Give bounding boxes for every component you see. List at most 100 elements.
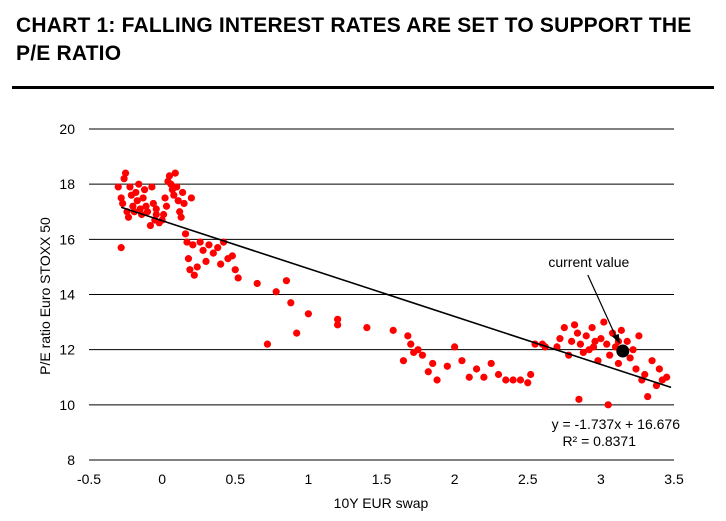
- data-point: [487, 359, 495, 368]
- data-point: [124, 213, 133, 221]
- data-point: [228, 252, 236, 260]
- data-point: [404, 332, 412, 340]
- data-point: [186, 266, 194, 274]
- data-point: [582, 332, 590, 340]
- data-point: [142, 202, 150, 210]
- data-point: [560, 324, 568, 332]
- data-point: [161, 194, 169, 202]
- data-point: [663, 373, 671, 381]
- data-point: [363, 324, 371, 332]
- data-point: [148, 183, 156, 191]
- data-point: [629, 346, 637, 354]
- x-axis-label: 10Y EUR swap: [334, 495, 429, 511]
- data-point: [129, 202, 137, 210]
- data-point: [133, 197, 141, 205]
- data-point: [644, 392, 652, 401]
- data-point: [494, 370, 503, 379]
- data-point: [389, 326, 397, 334]
- data-point: [429, 359, 437, 368]
- data-point: [177, 213, 185, 221]
- data-point: [180, 199, 188, 208]
- data-point: [641, 370, 649, 379]
- x-tick-label: 2.5: [518, 471, 538, 487]
- annotation-group: current value: [548, 254, 629, 358]
- data-point: [117, 194, 125, 202]
- trend-equation: y = -1.737x + 16.676: [552, 416, 681, 432]
- data-point: [253, 279, 261, 288]
- data-point: [509, 376, 517, 384]
- data-point: [146, 221, 155, 230]
- x-tick-label: 3: [597, 471, 605, 487]
- data-point: [606, 351, 614, 359]
- data-point: [293, 329, 301, 337]
- data-point: [196, 238, 204, 246]
- data-point: [282, 277, 291, 285]
- data-point: [626, 354, 634, 362]
- y-tick-label: 12: [59, 342, 75, 358]
- annotation-arrowhead: [611, 334, 620, 345]
- data-point: [433, 376, 441, 384]
- x-tick-label: 1: [304, 471, 312, 487]
- data-point: [272, 288, 280, 296]
- x-tick-label: 1.5: [372, 471, 392, 487]
- grid-lines: [89, 128, 674, 461]
- data-point: [591, 337, 599, 345]
- data-point: [120, 175, 128, 183]
- data-point: [140, 186, 149, 194]
- data-point: [171, 169, 179, 177]
- data-point: [604, 401, 612, 409]
- chart-title: CHART 1: FALLING INTEREST RATES ARE SET …: [16, 14, 692, 65]
- data-point: [414, 346, 422, 354]
- data-point: [502, 376, 510, 384]
- data-point: [159, 210, 168, 219]
- data-point: [655, 365, 663, 373]
- data-point: [117, 244, 125, 252]
- data-point: [576, 340, 585, 348]
- data-point: [152, 205, 160, 213]
- data-point: [570, 321, 579, 329]
- data-point: [179, 188, 187, 197]
- data-point: [202, 257, 210, 265]
- data-point: [458, 357, 466, 365]
- x-tick-label: 0.5: [226, 471, 246, 487]
- data-point: [121, 169, 130, 177]
- x-tick-label: 3.5: [664, 471, 684, 487]
- data-point: [287, 299, 295, 307]
- data-point: [573, 329, 582, 337]
- data-point: [187, 194, 195, 202]
- data-point: [632, 365, 640, 373]
- data-point: [126, 183, 134, 191]
- data-point: [181, 230, 190, 238]
- data-point: [132, 188, 140, 197]
- data-point: [209, 249, 217, 257]
- data-point: [614, 359, 623, 368]
- data-point: [556, 335, 564, 343]
- data-point: [568, 337, 576, 345]
- data-point: [472, 365, 481, 373]
- data-point: [334, 315, 342, 323]
- data-point: [174, 197, 182, 205]
- y-tick-label: 20: [59, 121, 75, 137]
- data-point: [424, 368, 432, 376]
- data-point: [527, 370, 535, 379]
- y-tick-label: 8: [67, 452, 75, 468]
- data-point: [190, 271, 198, 279]
- data-point: [304, 310, 312, 318]
- data-point: [199, 246, 207, 254]
- annotation-arrow: [587, 274, 619, 342]
- data-point: [189, 241, 197, 249]
- y-tick-label: 16: [59, 231, 75, 247]
- data-point: [516, 376, 525, 384]
- current-value-marker: [616, 344, 630, 358]
- data-point: [214, 244, 222, 252]
- y-tick-label: 14: [59, 287, 75, 303]
- data-point: [173, 183, 181, 191]
- data-point: [183, 238, 191, 246]
- data-point: [162, 202, 171, 210]
- data-point: [480, 373, 488, 381]
- data-point: [143, 208, 152, 216]
- data-point: [623, 337, 631, 345]
- trendline-group: [120, 206, 672, 389]
- trendline: [120, 206, 672, 389]
